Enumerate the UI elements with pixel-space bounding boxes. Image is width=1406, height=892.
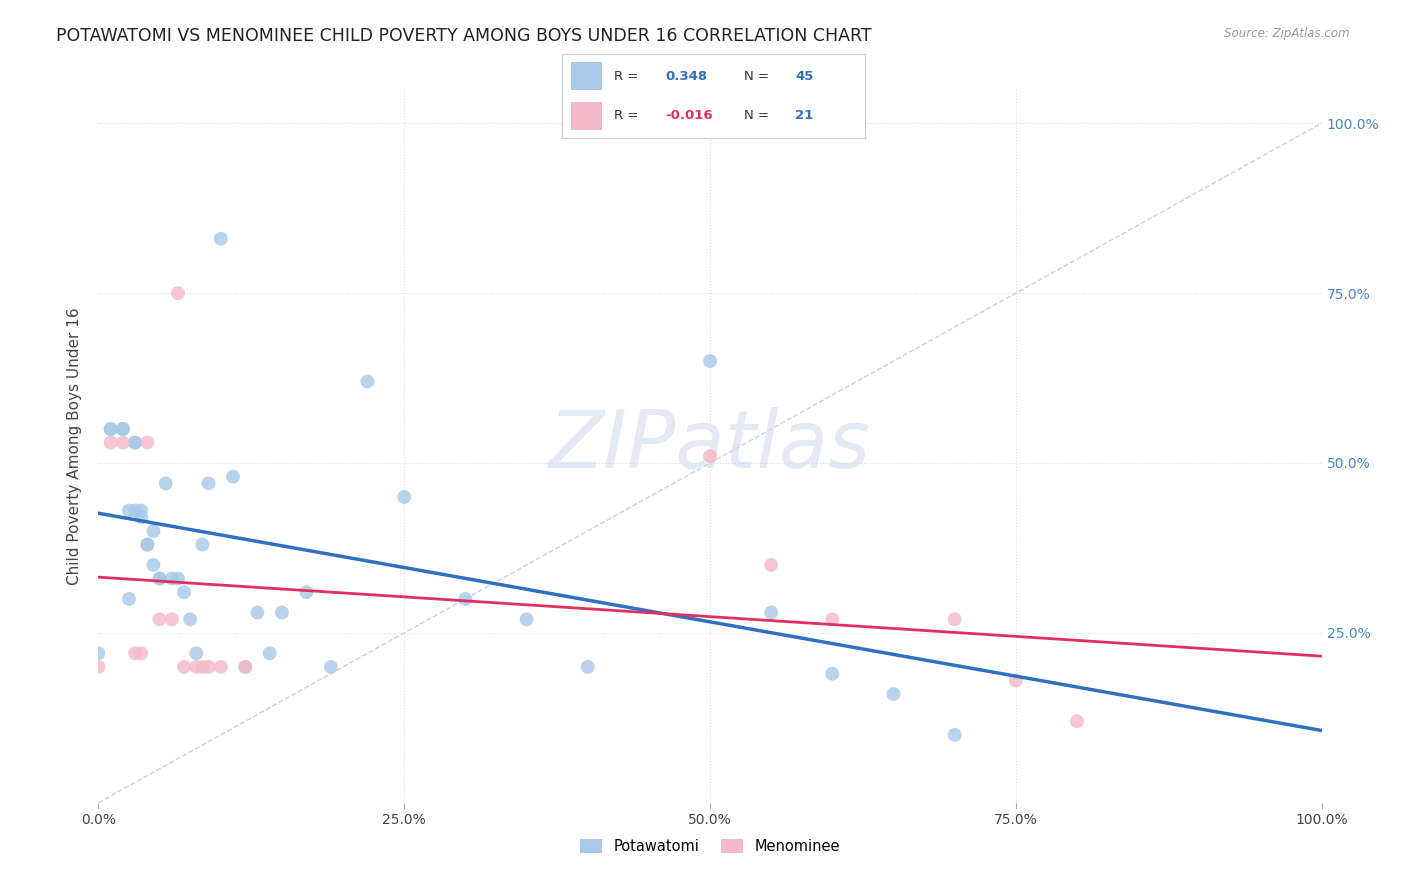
Point bbox=[142, 524, 165, 538]
Point bbox=[1066, 714, 1088, 729]
Point bbox=[821, 666, 844, 681]
Point bbox=[515, 612, 537, 626]
Point bbox=[136, 537, 159, 551]
Point bbox=[186, 646, 208, 660]
Point bbox=[118, 591, 141, 606]
Point bbox=[943, 728, 966, 742]
Point bbox=[699, 449, 721, 463]
Point bbox=[186, 660, 208, 674]
Legend: Potawatomi, Menominee: Potawatomi, Menominee bbox=[574, 832, 846, 860]
Point bbox=[454, 591, 477, 606]
Point bbox=[821, 612, 844, 626]
Point bbox=[191, 537, 214, 551]
Point bbox=[111, 422, 134, 436]
Point bbox=[173, 585, 195, 599]
Point bbox=[149, 572, 172, 586]
Point bbox=[191, 660, 214, 674]
Point bbox=[883, 687, 905, 701]
Point bbox=[124, 646, 146, 660]
Point bbox=[129, 646, 152, 660]
Point bbox=[222, 469, 245, 483]
Text: R =: R = bbox=[614, 109, 643, 122]
Text: N =: N = bbox=[744, 70, 773, 83]
Point bbox=[124, 435, 146, 450]
Point bbox=[142, 558, 165, 572]
Text: -0.016: -0.016 bbox=[665, 109, 713, 122]
Point bbox=[246, 606, 269, 620]
Point bbox=[100, 422, 122, 436]
Point bbox=[943, 612, 966, 626]
Point bbox=[149, 572, 172, 586]
Point bbox=[100, 422, 122, 436]
Point bbox=[233, 660, 256, 674]
Text: N =: N = bbox=[744, 109, 773, 122]
Point bbox=[129, 510, 152, 524]
Point bbox=[233, 660, 256, 674]
Point bbox=[118, 503, 141, 517]
Point bbox=[1004, 673, 1026, 688]
Point bbox=[124, 435, 146, 450]
Text: ZIPatlas: ZIPatlas bbox=[548, 407, 872, 485]
Text: 0.348: 0.348 bbox=[665, 70, 707, 83]
Bar bbox=[571, 102, 602, 130]
Point bbox=[100, 435, 122, 450]
Bar bbox=[571, 62, 602, 90]
Point bbox=[124, 503, 146, 517]
Point bbox=[155, 476, 177, 491]
Point bbox=[270, 606, 294, 620]
Point bbox=[197, 660, 219, 674]
Point bbox=[129, 503, 152, 517]
Point bbox=[392, 490, 416, 504]
Point bbox=[197, 476, 219, 491]
Point bbox=[699, 354, 721, 368]
Text: POTAWATOMI VS MENOMINEE CHILD POVERTY AMONG BOYS UNDER 16 CORRELATION CHART: POTAWATOMI VS MENOMINEE CHILD POVERTY AM… bbox=[56, 27, 872, 45]
Point bbox=[179, 612, 201, 626]
Point bbox=[761, 606, 783, 620]
Point bbox=[761, 558, 783, 572]
Point bbox=[136, 537, 159, 551]
Point bbox=[356, 375, 378, 389]
Point bbox=[160, 572, 183, 586]
Y-axis label: Child Poverty Among Boys Under 16: Child Poverty Among Boys Under 16 bbox=[67, 307, 83, 585]
Point bbox=[160, 612, 183, 626]
Point bbox=[87, 660, 110, 674]
Point bbox=[111, 422, 134, 436]
Text: Source: ZipAtlas.com: Source: ZipAtlas.com bbox=[1225, 27, 1350, 40]
Point bbox=[167, 572, 190, 586]
Point bbox=[111, 422, 134, 436]
Text: 21: 21 bbox=[796, 109, 814, 122]
Point bbox=[319, 660, 342, 674]
Point bbox=[167, 286, 190, 301]
Point bbox=[259, 646, 281, 660]
Text: R =: R = bbox=[614, 70, 643, 83]
Point bbox=[136, 435, 159, 450]
Point bbox=[87, 646, 110, 660]
Point bbox=[111, 435, 134, 450]
Text: 45: 45 bbox=[796, 70, 814, 83]
Point bbox=[173, 660, 195, 674]
Point bbox=[295, 585, 318, 599]
Point bbox=[209, 232, 232, 246]
Point bbox=[149, 612, 172, 626]
Point bbox=[576, 660, 599, 674]
Point bbox=[209, 660, 232, 674]
